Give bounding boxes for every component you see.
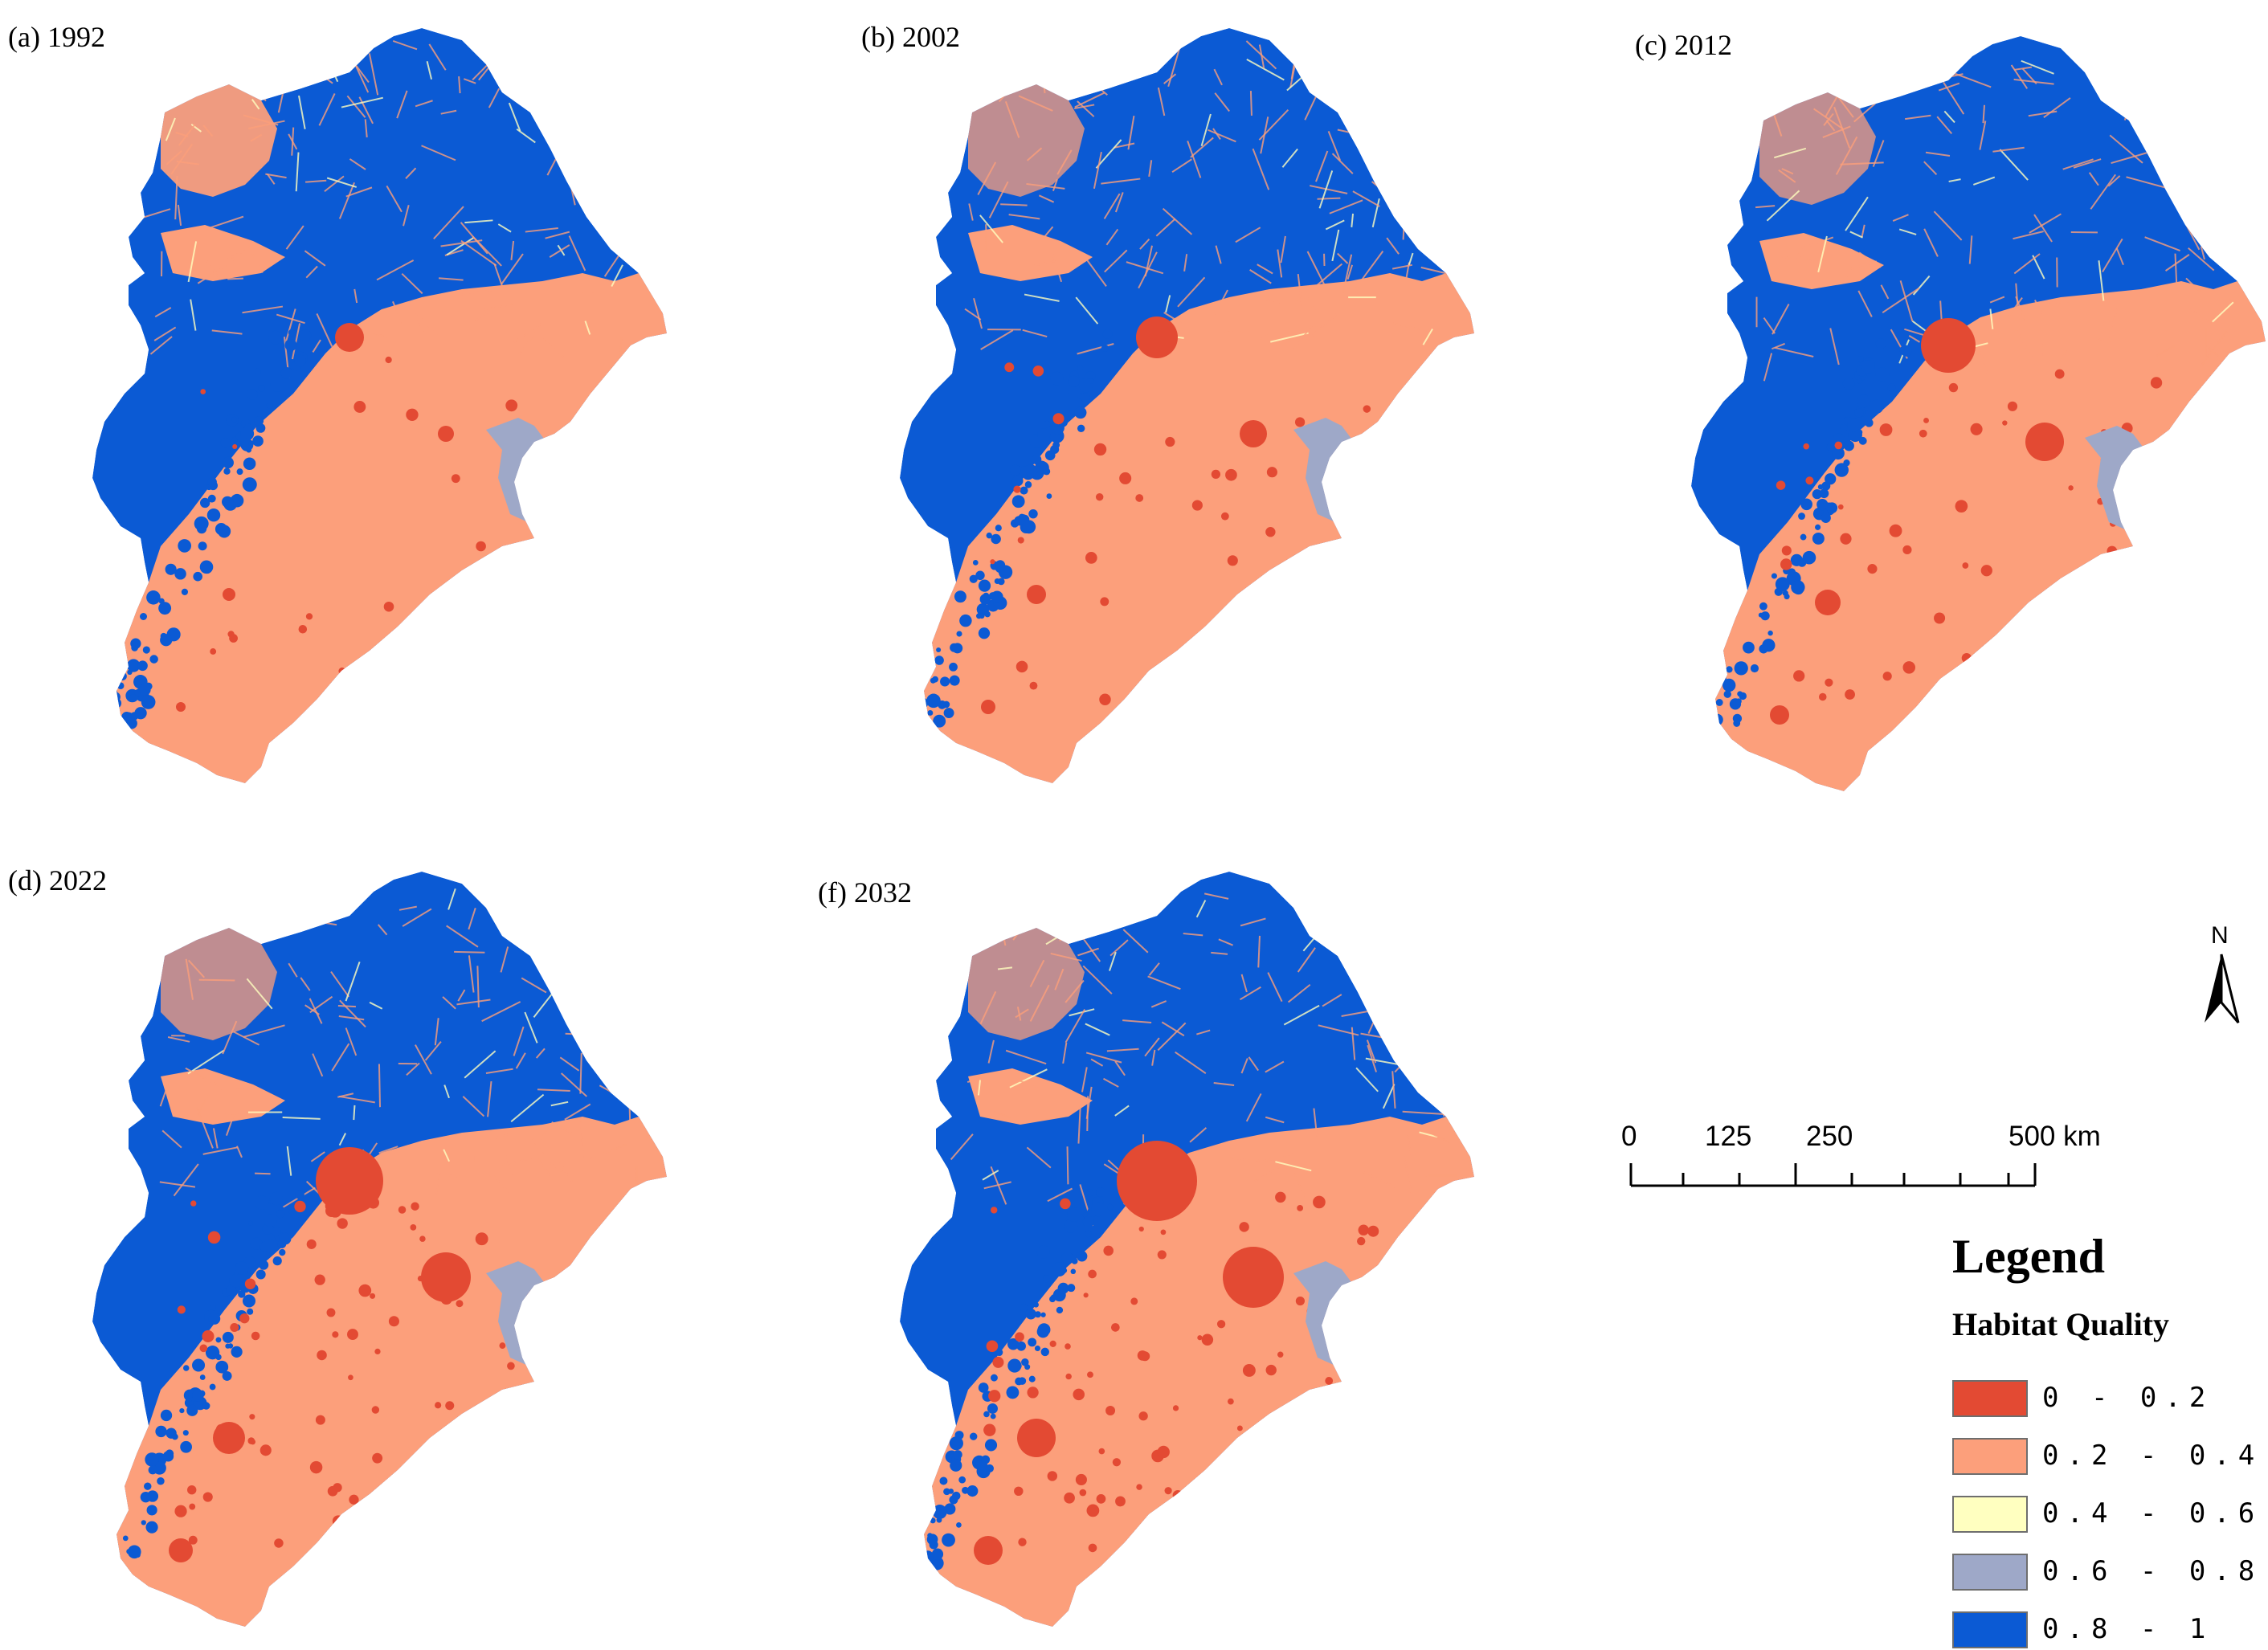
urban-area xyxy=(335,323,364,352)
legend-label: 0.6 - 0.8 xyxy=(2042,1555,2262,1587)
urban-area xyxy=(1815,590,1841,615)
urban-area xyxy=(169,1538,193,1562)
urban-area xyxy=(1223,1247,1284,1308)
urban-area xyxy=(438,426,454,442)
legend-swatch xyxy=(1952,1554,2028,1591)
legend-swatch xyxy=(1952,1611,2028,1648)
habitat-quality-map xyxy=(892,860,1486,1631)
legend-subtitle: Habitat Quality xyxy=(1952,1305,2169,1343)
habitat-quality-map xyxy=(84,16,679,787)
scale-tick-label: 250 xyxy=(1806,1121,1853,1153)
urban-area xyxy=(316,1147,383,1215)
scale-tick-label: 125 xyxy=(1705,1121,1751,1153)
legend-label: 0.8 - 1 xyxy=(2042,1613,2213,1645)
urban-area xyxy=(421,1252,471,1302)
urban-area xyxy=(981,700,995,714)
north-arrow-icon xyxy=(2193,922,2250,1027)
urban-area xyxy=(1240,420,1267,447)
urban-area xyxy=(1017,1419,1056,1457)
urban-area xyxy=(223,588,235,601)
legend-title: Legend xyxy=(1952,1229,2105,1284)
habitat-quality-map xyxy=(1683,24,2268,795)
urban-area xyxy=(974,1536,1003,1565)
urban-area xyxy=(1921,318,1976,373)
legend-label: 0.2 - 0.4 xyxy=(2042,1440,2262,1472)
urban-area xyxy=(1027,585,1046,604)
legend-label: 0 - 0.2 xyxy=(2042,1382,2213,1414)
scale-tick-label: 500 km xyxy=(2009,1121,2101,1153)
legend-swatch xyxy=(1952,1496,2028,1533)
urban-area xyxy=(213,1422,245,1454)
habitat-quality-map xyxy=(84,860,679,1631)
urban-area xyxy=(2025,423,2064,461)
urban-area xyxy=(1117,1141,1197,1221)
legend-swatch xyxy=(1952,1438,2028,1475)
habitat-quality-map xyxy=(892,16,1486,787)
legend-swatch xyxy=(1952,1380,2028,1417)
scale-tick-label: 0 xyxy=(1621,1121,1637,1153)
legend-label: 0.4 - 0.6 xyxy=(2042,1497,2262,1530)
urban-area xyxy=(1770,705,1789,725)
urban-area xyxy=(1136,317,1178,358)
urban-area xyxy=(176,702,186,712)
